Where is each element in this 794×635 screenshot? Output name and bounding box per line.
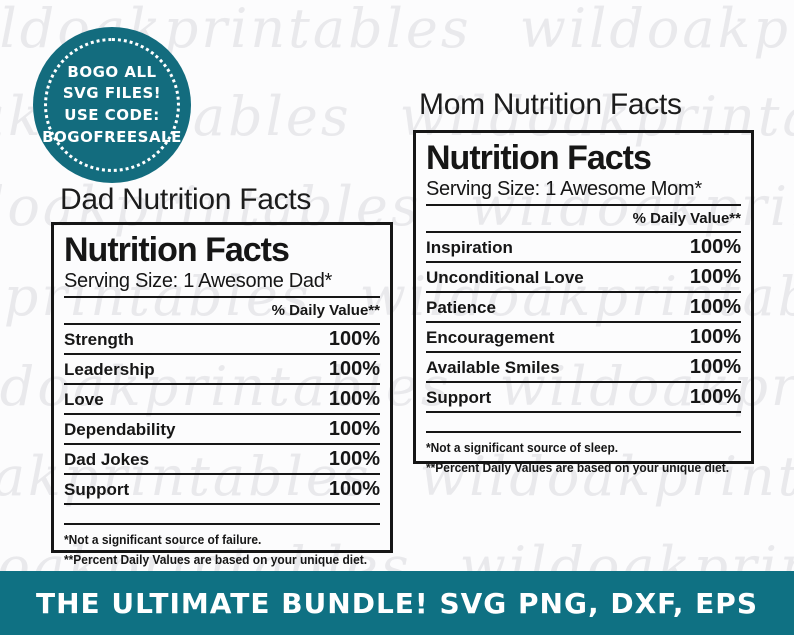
- row-value: 100%: [328, 448, 380, 470]
- serving-size: Serving Size: 1 Awesome Mom*: [426, 178, 702, 200]
- footnotes: *Not a significant source of sleep. **Pe…: [426, 433, 741, 477]
- watermark-text: wildoakprintables: [519, 0, 794, 60]
- table-row: Patience 100%: [426, 293, 741, 323]
- row-name: Love: [64, 390, 104, 409]
- mom-nutrition-label: Nutrition Facts Serving Size: 1 Awesome …: [413, 130, 754, 475]
- dotted-border-icon: [44, 38, 180, 172]
- footnote-2: **Percent Daily Values are based on your…: [64, 551, 368, 567]
- promo-text: BOGO ALL SVG FILES! USE CODE: BOGOFREESA…: [42, 62, 182, 149]
- watermark-text: wildoakprintables: [469, 175, 794, 238]
- banner-text: THE ULTIMATE BUNDLE! SVG PNG, DXF, EPS: [36, 586, 758, 620]
- watermark-row: wildoakprintableswildoakprintableswildoa…: [0, 360, 794, 414]
- table-row: Unconditional Love 100%: [426, 263, 741, 293]
- table-row: Support 100%: [426, 383, 741, 413]
- row-value: 100%: [328, 418, 380, 440]
- mom-label-heading: Mom Nutrition Facts: [419, 88, 682, 121]
- row-name: Support: [64, 480, 130, 499]
- row-name: Dad Jokes: [64, 450, 150, 469]
- row-name: Encouragement: [426, 328, 555, 347]
- row-value: 100%: [689, 386, 741, 408]
- row-value: 100%: [328, 358, 380, 380]
- table-row: Dependability 100%: [64, 415, 380, 445]
- table-row: Encouragement 100%: [426, 323, 741, 353]
- empty-band: [426, 413, 741, 433]
- table-row: Available Smiles 100%: [426, 353, 741, 383]
- table-row: Leadership 100%: [64, 355, 380, 385]
- footnote-1: *Not a significant source of failure.: [64, 532, 262, 547]
- row-value: 100%: [689, 296, 741, 318]
- footnote-1: *Not a significant source of sleep.: [426, 440, 619, 455]
- watermark-text: wildoakprintables: [499, 355, 794, 418]
- row-value: 100%: [689, 326, 741, 348]
- table-row: Inspiration 100%: [426, 233, 741, 263]
- nutrition-facts-title: Nutrition Facts: [64, 231, 290, 269]
- table-row: Love 100%: [64, 385, 380, 415]
- nutrition-facts-title: Nutrition Facts: [426, 139, 652, 177]
- promo-line-3: USE CODE:: [64, 106, 160, 124]
- bogo-promo-badge: BOGO ALL SVG FILES! USE CODE: BOGOFREESA…: [33, 27, 191, 183]
- watermark-text: wildoakprintables: [0, 445, 372, 508]
- table-row: Support 100%: [64, 475, 380, 505]
- watermark-text: wildoakprintables: [419, 445, 794, 508]
- empty-band: [64, 505, 380, 525]
- row-name: Inspiration: [426, 238, 513, 257]
- row-name: Dependability: [64, 420, 176, 439]
- row-value: 100%: [689, 236, 741, 258]
- bottom-banner: THE ULTIMATE BUNDLE! SVG PNG, DXF, EPS: [0, 571, 794, 635]
- row-name: Unconditional Love: [426, 268, 584, 287]
- table-row: Dad Jokes 100%: [64, 445, 380, 475]
- row-name: Patience: [426, 298, 496, 317]
- watermark-row: wildoakprintableswildoakprintableswildoa…: [0, 450, 794, 504]
- row-value: 100%: [328, 478, 380, 500]
- promo-line-2: SVG FILES!: [62, 84, 162, 103]
- row-name: Strength: [64, 330, 134, 349]
- serving-size: Serving Size: 1 Awesome Dad*: [64, 270, 333, 292]
- row-name: Leadership: [64, 360, 155, 379]
- footnotes: *Not a significant source of failure. **…: [64, 525, 380, 569]
- footnote-2: **Percent Daily Values are based on your…: [426, 459, 730, 475]
- row-value: 100%: [328, 328, 380, 350]
- daily-value-header: % Daily Value**: [64, 296, 380, 325]
- table-row: Strength 100%: [64, 325, 380, 355]
- row-name: Available Smiles: [426, 358, 560, 377]
- watermark-text: wildoakprintables: [0, 355, 452, 418]
- watermark-text: wildoakprintables: [399, 85, 794, 148]
- row-value: 100%: [328, 388, 380, 410]
- dad-nutrition-label: Nutrition Facts Serving Size: 1 Awesome …: [51, 222, 393, 567]
- watermark-text: wildoakprintables: [359, 265, 794, 328]
- row-value: 100%: [689, 356, 741, 378]
- row-value: 100%: [689, 266, 741, 288]
- promo-line-1: BOGO ALL: [67, 62, 157, 81]
- daily-value-header: % Daily Value**: [426, 204, 741, 233]
- dad-label-heading: Dad Nutrition Facts: [60, 183, 312, 216]
- row-name: Support: [426, 388, 492, 407]
- promo-line-4: BOGOFREESALE: [42, 127, 182, 146]
